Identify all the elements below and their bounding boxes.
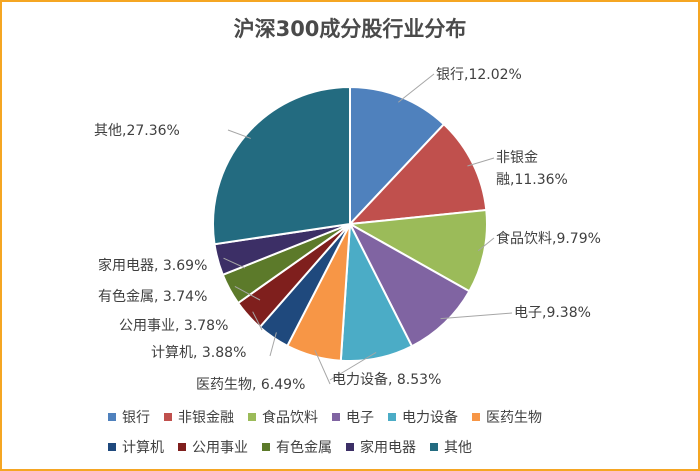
legend-swatch-6 (472, 413, 480, 421)
chart-title: 沪深300成分股行业分布 (234, 17, 467, 41)
leader-line-11 (227, 129, 251, 139)
legend-label-6: 医药生物 (486, 410, 542, 426)
legend-item-7: 计算机 (108, 437, 164, 457)
data-label-6: 医药生物, 6.49% (196, 377, 305, 393)
legend-item-11: 其他 (430, 437, 472, 457)
legend-label-4: 电子 (346, 410, 374, 426)
leader-line-8 (252, 311, 263, 331)
legend-swatch-10 (346, 443, 354, 451)
legend-item-6: 医药生物 (472, 407, 542, 427)
leader-lines (223, 73, 513, 385)
legend-item-3: 食品饮料 (248, 407, 318, 427)
legend-item-8: 公用事业 (178, 437, 248, 457)
legend-row-1: 银行 非银金融 食品饮料 电子 电力设备 医药生物 (108, 406, 556, 428)
leader-line-9 (234, 286, 261, 301)
data-label-1: 银行,12.02% (436, 67, 522, 83)
data-label-5: 电力设备, 8.53% (332, 371, 441, 388)
legend-swatch-11 (430, 443, 438, 451)
leader-line-2 (467, 157, 495, 167)
legend-label-1: 银行 (122, 410, 150, 426)
legend-swatch-2 (164, 413, 172, 421)
legend-swatch-9 (262, 443, 270, 451)
legend-item-5: 电力设备 (388, 407, 458, 427)
data-labels: 银行,12.02% 非银金融,11.36% 食品饮料,9.79% 电子,9.38% 电力… (94, 67, 601, 393)
legend-swatch-5 (388, 413, 396, 421)
pie-slice-11 (212, 85, 351, 246)
legend-swatch-4 (332, 413, 340, 421)
legend-label-7: 计算机 (122, 440, 164, 456)
legend-row-2: 计算机 公用事业 有色金属 家用电器 其他 (108, 436, 486, 458)
legend-item-1: 银行 (108, 407, 150, 427)
leader-line-5 (329, 351, 377, 381)
leader-line-3 (477, 237, 495, 252)
legend-swatch-7 (108, 443, 116, 451)
legend-label-11: 其他 (444, 440, 472, 456)
leader-line-6 (314, 350, 331, 385)
leader-line-7 (269, 332, 277, 357)
legend-item-10: 家用电器 (346, 437, 416, 457)
data-label-4: 电子,9.38% (514, 305, 591, 321)
leader-line-4 (440, 312, 513, 320)
legend-item-9: 有色金属 (262, 437, 332, 457)
legend-label-5: 电力设备 (402, 410, 458, 426)
pie-slice-3 (346, 208, 488, 293)
data-label-10: 家用电器, 3.69% (98, 257, 207, 274)
leader-line-10 (223, 257, 246, 269)
pie-slices (212, 85, 488, 362)
data-label-11: 其他,27.36% (94, 123, 180, 139)
legend: 银行 非银金融 食品饮料 电子 电力设备 医药生物 计算机 公用事业 有色金属 家用电器 其他 (0, 400, 700, 468)
legend-label-3: 食品饮料 (262, 410, 318, 426)
legend-label-9: 有色金属 (276, 440, 332, 456)
data-label-2: 非银金融,11.36% (496, 150, 568, 188)
pie-slice-1 (349, 85, 446, 227)
leader-line-1 (397, 73, 435, 103)
legend-swatch-8 (178, 443, 186, 451)
legend-label-8: 公用事业 (192, 440, 248, 456)
legend-item-4: 电子 (332, 407, 374, 427)
data-label-9: 有色金属, 3.74% (98, 288, 207, 305)
legend-label-10: 家用电器 (360, 440, 416, 456)
data-label-7: 计算机, 3.88% (151, 345, 246, 361)
data-label-3: 食品饮料,9.79% (496, 230, 601, 247)
legend-swatch-3 (248, 413, 256, 421)
legend-label-2: 非银金融 (178, 410, 234, 426)
legend-swatch-1 (108, 413, 116, 421)
pie-slice-4 (347, 221, 471, 348)
legend-item-2: 非银金融 (164, 407, 234, 427)
data-label-8: 公用事业, 3.78% (119, 318, 228, 334)
pie-slice-2 (347, 122, 488, 226)
